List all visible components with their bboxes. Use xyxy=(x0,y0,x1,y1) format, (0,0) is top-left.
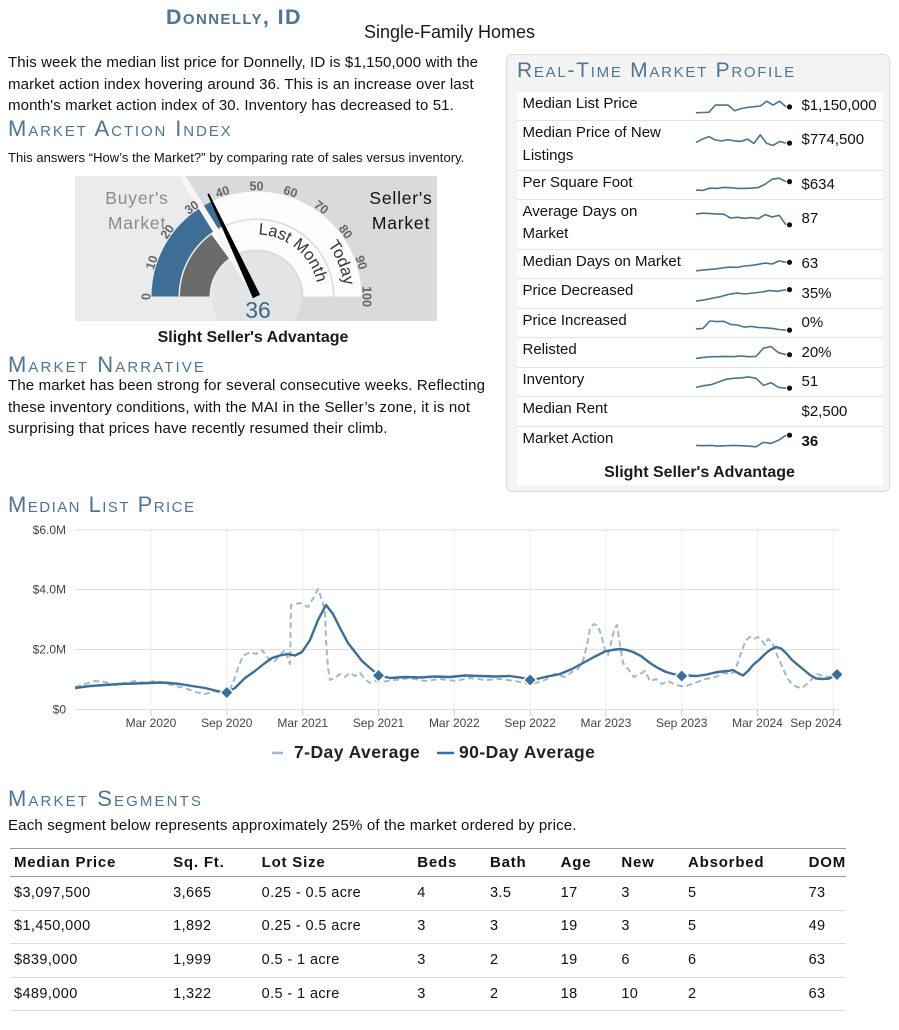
svg-text:Sep 2023: Sep 2023 xyxy=(656,716,708,730)
svg-text:70: 70 xyxy=(311,198,331,218)
svg-text:40: 40 xyxy=(214,183,232,201)
svg-text:Sep 2020: Sep 2020 xyxy=(201,716,253,730)
svg-text:Mar 2020: Mar 2020 xyxy=(126,716,177,730)
svg-text:$2.0M: $2.0M xyxy=(33,643,66,657)
svg-text:Sep 2022: Sep 2022 xyxy=(504,716,556,730)
svg-text:$0: $0 xyxy=(53,703,67,717)
svg-text:60: 60 xyxy=(282,183,300,201)
svg-text:Sep 2024: Sep 2024 xyxy=(790,716,842,730)
svg-text:50: 50 xyxy=(250,180,264,194)
svg-text:Sep 2021: Sep 2021 xyxy=(353,716,405,730)
svg-text:20: 20 xyxy=(158,222,178,242)
svg-text:Mar 2022: Mar 2022 xyxy=(429,716,480,730)
svg-text:10: 10 xyxy=(143,254,161,272)
svg-text:$4.0M: $4.0M xyxy=(33,583,66,597)
svg-text:30: 30 xyxy=(182,198,202,218)
svg-text:$6.0M: $6.0M xyxy=(33,523,66,537)
svg-text:Mar 2023: Mar 2023 xyxy=(581,716,632,730)
svg-text:Mar 2021: Mar 2021 xyxy=(277,716,328,730)
svg-text:100: 100 xyxy=(360,286,374,307)
svg-text:80: 80 xyxy=(336,222,356,242)
svg-text:Mar 2024: Mar 2024 xyxy=(732,716,783,730)
svg-text:90: 90 xyxy=(352,254,370,272)
svg-text:0: 0 xyxy=(140,293,154,300)
